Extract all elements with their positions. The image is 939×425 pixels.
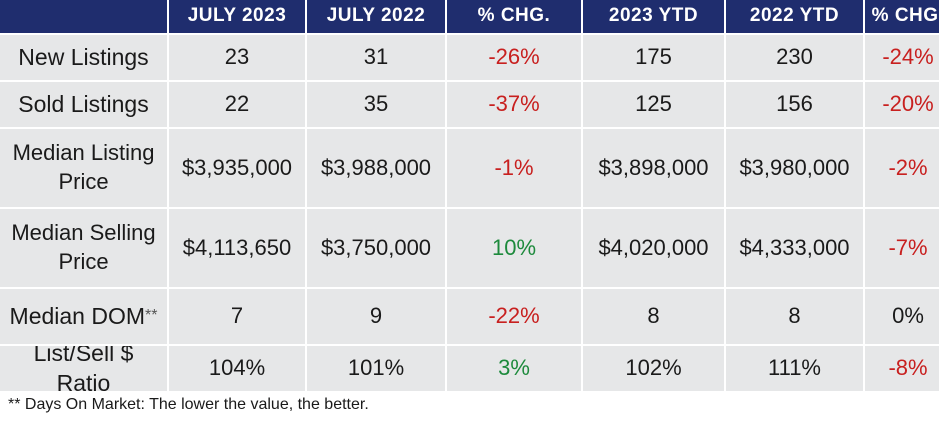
pct-change-cell: -37%	[447, 82, 581, 127]
header-july-2022: JULY 2022	[307, 0, 445, 33]
header-2023-ytd: 2023 YTD	[583, 0, 724, 33]
table-cell: $4,020,000	[583, 209, 724, 287]
pct-change-cell: -8%	[865, 346, 939, 391]
row-label-median-listing-price: Median Listing Price	[0, 129, 167, 207]
header-pct-change-ytd: % CHG.	[865, 0, 939, 33]
header-2022-ytd: 2022 YTD	[726, 0, 863, 33]
table-cell: 125	[583, 82, 724, 127]
table-cell: 156	[726, 82, 863, 127]
table-cell: $3,898,000	[583, 129, 724, 207]
row-label-text: Median DOM	[9, 302, 146, 329]
footnote-marker: **	[145, 307, 158, 325]
table-cell: 230	[726, 35, 863, 80]
table-cell: 8	[583, 289, 724, 344]
header-july-2023: JULY 2023	[169, 0, 305, 33]
table-cell: $3,750,000	[307, 209, 445, 287]
pct-change-cell: -7%	[865, 209, 939, 287]
table-cell: $3,980,000	[726, 129, 863, 207]
pct-change-cell: -20%	[865, 82, 939, 127]
table-cell: 23	[169, 35, 305, 80]
pct-change-cell: 0%	[865, 289, 939, 344]
header-corner	[0, 0, 167, 33]
pct-change-cell: -26%	[447, 35, 581, 80]
market-stats-table: JULY 2023 JULY 2022 % CHG. 2023 YTD 2022…	[0, 0, 939, 391]
table-cell: $3,988,000	[307, 129, 445, 207]
table-cell: $3,935,000	[169, 129, 305, 207]
pct-change-cell: -22%	[447, 289, 581, 344]
table-cell: $4,333,000	[726, 209, 863, 287]
table-cell: 9	[307, 289, 445, 344]
row-label-list-sell-ratio: List/Sell $ Ratio	[0, 346, 167, 391]
table-cell: 111%	[726, 346, 863, 391]
table-cell: 22	[169, 82, 305, 127]
table-cell: 35	[307, 82, 445, 127]
table-cell: 104%	[169, 346, 305, 391]
table-cell: 8	[726, 289, 863, 344]
pct-change-cell: 10%	[447, 209, 581, 287]
table-cell: 102%	[583, 346, 724, 391]
table-cell: 7	[169, 289, 305, 344]
footnote: ** Days On Market: The lower the value, …	[8, 396, 369, 413]
row-label-new-listings: New Listings	[0, 35, 167, 80]
pct-change-cell: 3%	[447, 346, 581, 391]
header-pct-change-month: % CHG.	[447, 0, 581, 33]
row-label-sold-listings: Sold Listings	[0, 82, 167, 127]
pct-change-cell: -2%	[865, 129, 939, 207]
table-cell: 101%	[307, 346, 445, 391]
pct-change-cell: -1%	[447, 129, 581, 207]
table-cell: 31	[307, 35, 445, 80]
row-label-median-selling-price: Median Selling Price	[0, 209, 167, 287]
table-cell: $4,113,650	[169, 209, 305, 287]
row-label-median-dom: Median DOM **	[0, 289, 167, 344]
pct-change-cell: -24%	[865, 35, 939, 80]
table-cell: 175	[583, 35, 724, 80]
